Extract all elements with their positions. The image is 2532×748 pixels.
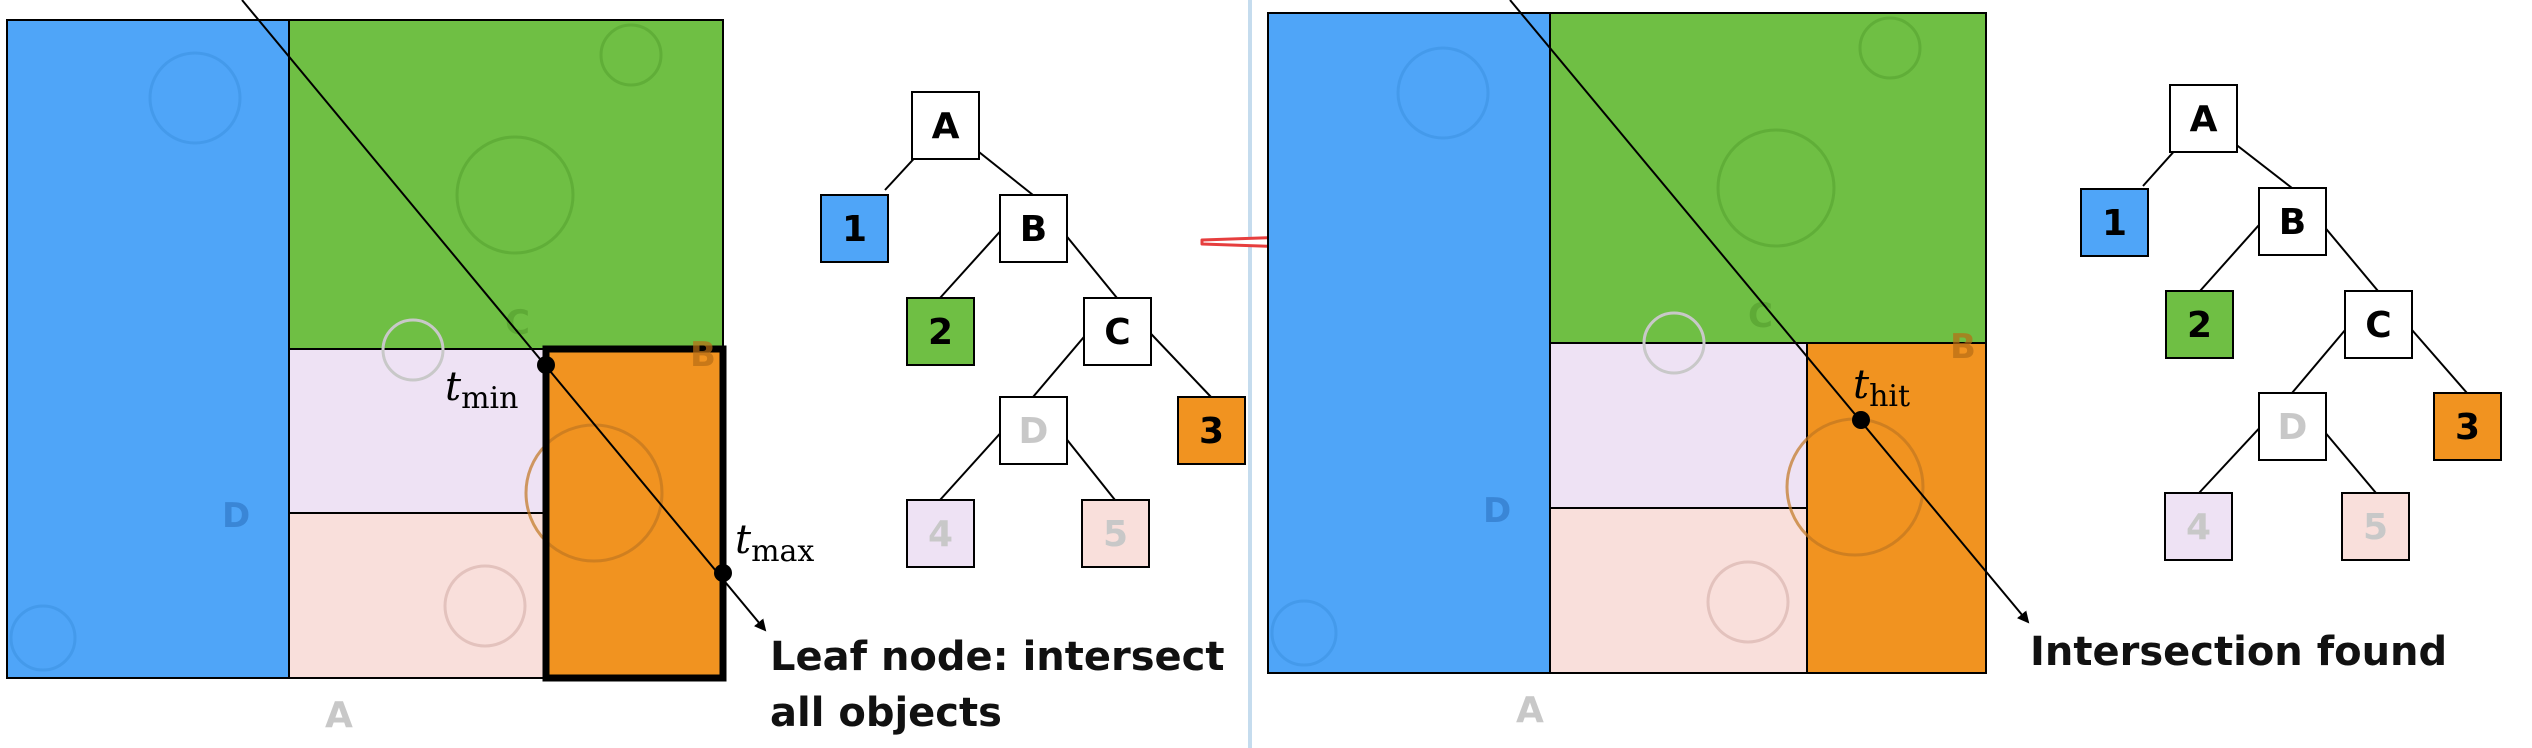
right-scene: C B D A thit Intersection found	[1267, 0, 2447, 731]
left-region-lavender	[289, 349, 546, 513]
tree-node-d: D	[2258, 392, 2327, 461]
svg-text:D: D	[1019, 411, 1049, 452]
left-scene: C B D A tmin tmax Leaf node: intersect a…	[6, 0, 1225, 736]
right-region-lavender	[1550, 343, 1807, 508]
highlighted-leaf-box	[542, 345, 727, 682]
svg-text:C: C	[2365, 305, 2391, 346]
t-max-point	[714, 564, 732, 582]
svg-text:4: 4	[2186, 507, 2211, 548]
left-caption-line1: Leaf node: intersect	[770, 634, 1225, 680]
t-max-label: tmax	[735, 517, 814, 569]
left-region-pink	[289, 513, 546, 678]
left-region-label-d: D	[222, 496, 250, 536]
svg-text:5: 5	[2363, 507, 2388, 548]
tree-node-2: 2	[906, 297, 975, 366]
svg-text:B: B	[1020, 209, 1047, 250]
left-ray	[241, 0, 767, 632]
tree-node-1: 1	[2080, 188, 2149, 257]
t-min-point	[537, 356, 555, 374]
object-circle	[1642, 311, 1706, 375]
right-caption: Intersection found	[2030, 629, 2447, 675]
object-circle	[1716, 128, 1836, 248]
tree-node-b: B	[2258, 187, 2327, 256]
right-region-blue	[1268, 13, 1550, 673]
svg-text:1: 1	[842, 209, 867, 250]
t-hit-label: thit	[1853, 362, 1910, 414]
left-tree: A 1 B 2 C D 3 4	[820, 91, 1246, 568]
svg-text:3: 3	[1199, 411, 1224, 452]
right-region-label-a: A	[1516, 690, 1544, 731]
tree-node-2: 2	[2165, 290, 2234, 359]
object-circle	[455, 135, 575, 255]
right-region-label-b: B	[1950, 327, 1976, 367]
right-ray	[1509, 0, 2030, 624]
svg-text:B: B	[2279, 202, 2306, 243]
t-hit-point	[1852, 411, 1870, 429]
svg-text:1: 1	[2102, 203, 2127, 244]
object-circle	[9, 604, 77, 672]
left-region-green	[289, 20, 723, 349]
left-region-label-a: A	[325, 695, 353, 736]
object-circle	[1396, 46, 1490, 140]
tree-node-3: 3	[2433, 392, 2502, 461]
svg-text:4: 4	[928, 514, 953, 555]
right-tree: A 1 B 2 C D 3 4	[2080, 84, 2502, 561]
tree-node-a: A	[911, 91, 980, 160]
tree-node-c: C	[1083, 297, 1152, 366]
left-region-orange	[546, 349, 723, 678]
svg-text:D: D	[2278, 407, 2308, 448]
object-circle	[381, 318, 445, 382]
object-circle	[1706, 560, 1790, 644]
tree-node-5: 5	[1081, 499, 1150, 568]
tree-node-d: D	[999, 396, 1068, 465]
tree-node-4: 4	[2164, 492, 2233, 561]
t-min-label: tmin	[445, 364, 518, 416]
tree-node-4: 4	[906, 499, 975, 568]
svg-text:3: 3	[2455, 407, 2480, 448]
right-region-orange	[1807, 343, 1986, 673]
object-circle	[599, 23, 663, 87]
tree-node-c: C	[2344, 290, 2413, 359]
tree-node-b: B	[999, 194, 1068, 263]
object-circle	[443, 564, 527, 648]
tree-node-a: A	[2169, 84, 2238, 153]
svg-text:5: 5	[1103, 514, 1128, 555]
right-region-pink	[1550, 508, 1807, 673]
tree-node-3: 3	[1177, 396, 1246, 465]
left-region-label-c: C	[505, 303, 530, 343]
svg-text:A: A	[932, 106, 960, 147]
right-region-label-d: D	[1483, 491, 1511, 531]
left-caption-line2: all objects	[770, 690, 1002, 736]
object-circle	[148, 51, 242, 145]
left-region-blue	[7, 20, 289, 678]
left-region-label-b: B	[690, 335, 716, 375]
right-region-label-c: C	[1748, 296, 1773, 336]
object-circle	[1858, 16, 1922, 80]
tree-node-5: 5	[2341, 492, 2410, 561]
svg-text:C: C	[1104, 312, 1130, 353]
svg-text:A: A	[2190, 99, 2218, 140]
svg-text:2: 2	[2187, 305, 2212, 346]
tree-node-1: 1	[820, 194, 889, 263]
svg-text:2: 2	[928, 312, 953, 353]
object-circle	[1270, 599, 1338, 667]
right-split-lines	[1267, 12, 1987, 674]
right-region-green	[1550, 13, 1986, 343]
